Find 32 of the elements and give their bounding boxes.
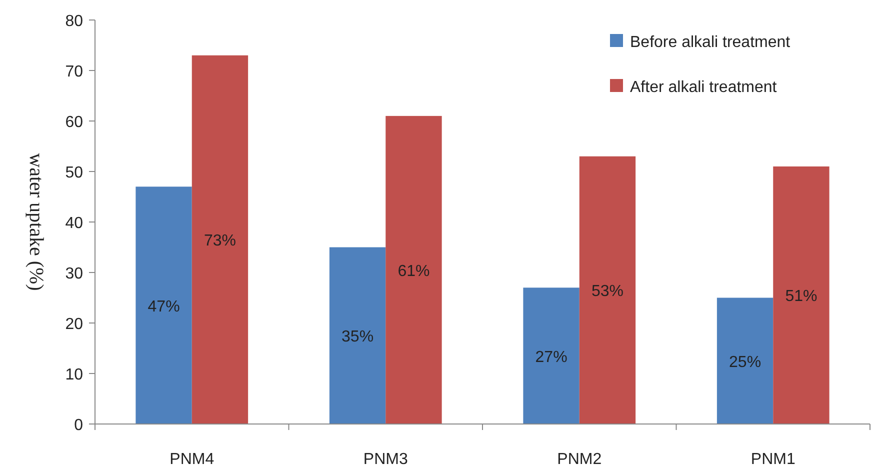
y-tick-label: 0 bbox=[74, 417, 84, 434]
x-tick-label: PNM3 bbox=[363, 451, 408, 468]
data-label: 35% bbox=[342, 328, 374, 346]
y-tick-label: 20 bbox=[65, 316, 84, 333]
x-tick-label: PNM1 bbox=[750, 451, 796, 468]
data-label: 27% bbox=[535, 348, 568, 366]
y-tick-label: 60 bbox=[65, 114, 84, 131]
legend-label: After alkali treatment bbox=[630, 79, 778, 96]
bar bbox=[192, 55, 248, 424]
bar bbox=[136, 186, 192, 424]
y-tick-label: 10 bbox=[65, 366, 84, 384]
bar bbox=[523, 288, 580, 424]
bar bbox=[329, 247, 386, 424]
data-label: 53% bbox=[591, 283, 624, 300]
legend-label: Before alkali treatment bbox=[630, 34, 791, 51]
bar bbox=[386, 116, 442, 424]
y-tick-label: 80 bbox=[65, 13, 84, 30]
x-tick-label: PNM2 bbox=[557, 451, 602, 468]
data-label: 61% bbox=[398, 262, 430, 280]
data-label: 73% bbox=[204, 232, 236, 250]
data-label: 25% bbox=[729, 354, 762, 371]
y-tick-label: 30 bbox=[65, 266, 84, 282]
y-tick-label: 40 bbox=[65, 215, 84, 232]
x-tick-label: PNM4 bbox=[170, 451, 214, 468]
bar bbox=[579, 156, 636, 424]
data-label: 51% bbox=[785, 288, 818, 306]
y-axis-title: water uptake (%) bbox=[25, 153, 47, 291]
bar bbox=[716, 298, 774, 424]
data-label: 47% bbox=[148, 298, 180, 316]
bar bbox=[773, 166, 830, 424]
y-tick-label: 70 bbox=[65, 64, 84, 80]
y-tick-label: 50 bbox=[65, 164, 84, 182]
